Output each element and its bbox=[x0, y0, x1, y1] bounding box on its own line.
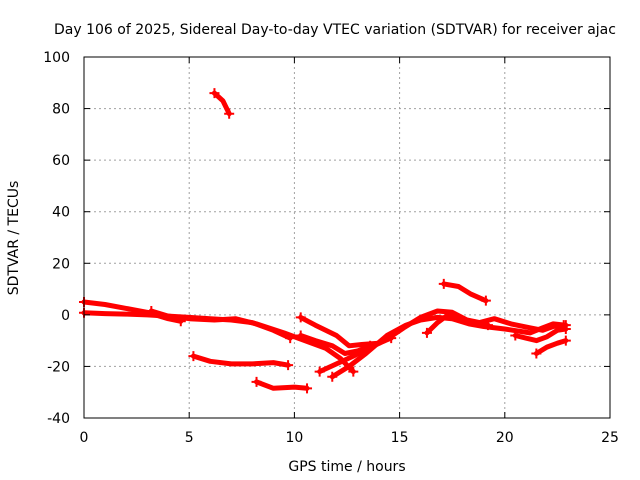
x-tick-label: 0 bbox=[80, 430, 89, 446]
data-series bbox=[79, 88, 571, 394]
point-marker bbox=[438, 278, 449, 289]
series-line bbox=[441, 281, 489, 304]
point-marker bbox=[480, 295, 491, 306]
point-marker bbox=[531, 348, 542, 359]
point-marker bbox=[188, 351, 199, 362]
point-marker bbox=[327, 371, 338, 382]
point-marker bbox=[295, 312, 306, 323]
series-arc-14 bbox=[531, 335, 571, 359]
chart-title: Day 106 of 2025, Sidereal Day-to-day VTE… bbox=[54, 22, 616, 38]
point-marker bbox=[283, 360, 294, 371]
y-tick-label: 20 bbox=[52, 256, 70, 272]
series-arc-5 bbox=[188, 351, 294, 371]
plot-frame bbox=[83, 56, 611, 419]
series-arc-3 bbox=[146, 305, 359, 377]
series-line bbox=[424, 312, 491, 336]
series-arc-6 bbox=[251, 376, 313, 394]
y-tick-label: -20 bbox=[47, 359, 70, 375]
x-axis-label: GPS time / hours bbox=[288, 459, 405, 475]
y-tick-label: 60 bbox=[52, 153, 70, 169]
y-tick-label: 40 bbox=[52, 205, 70, 221]
point-marker bbox=[209, 88, 220, 99]
point-marker bbox=[251, 376, 262, 387]
series-line bbox=[190, 353, 291, 368]
series-line bbox=[148, 308, 356, 375]
point-marker bbox=[560, 335, 571, 346]
series-line bbox=[533, 338, 569, 356]
point-marker bbox=[314, 366, 325, 377]
point-marker bbox=[560, 324, 571, 335]
x-tick-label: 5 bbox=[185, 430, 194, 446]
series-line bbox=[211, 90, 232, 117]
y-axis-label: SDTVAR / TECUs bbox=[6, 181, 22, 296]
x-tick-label: 15 bbox=[391, 430, 409, 446]
point-marker bbox=[421, 327, 432, 338]
x-tick-label: 10 bbox=[285, 430, 303, 446]
series-line bbox=[254, 379, 310, 391]
y-tick-label: 80 bbox=[52, 102, 70, 118]
point-marker bbox=[302, 383, 313, 394]
grid-lines bbox=[84, 57, 610, 418]
y-tick-label: 100 bbox=[43, 50, 70, 66]
point-marker bbox=[295, 330, 306, 341]
point-marker bbox=[224, 108, 235, 119]
series-arc-11 bbox=[421, 312, 493, 338]
point-marker bbox=[146, 305, 157, 316]
axis-ticks: 0 5 10 15 20 25 -40 -20 0 20 40 60 80 100 bbox=[43, 50, 619, 446]
series-arc-12 bbox=[438, 278, 491, 306]
series-arc-13 bbox=[510, 324, 571, 344]
y-tick-label: 0 bbox=[61, 308, 70, 324]
series-line bbox=[512, 326, 569, 344]
point-marker bbox=[510, 330, 521, 341]
point-marker bbox=[482, 320, 493, 331]
series-arc-4 bbox=[209, 88, 235, 119]
x-tick-label: 20 bbox=[496, 430, 514, 446]
series-line bbox=[81, 299, 184, 324]
y-tick-label: -40 bbox=[47, 411, 70, 427]
point-marker bbox=[348, 366, 359, 377]
x-tick-label: 25 bbox=[601, 430, 619, 446]
